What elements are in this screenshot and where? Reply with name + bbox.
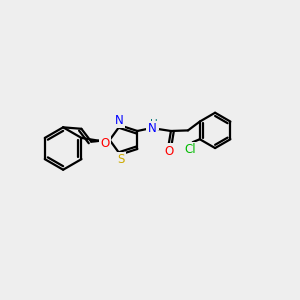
Text: N: N <box>147 122 156 135</box>
Text: Cl: Cl <box>184 143 196 156</box>
Text: O: O <box>164 145 174 158</box>
Text: H: H <box>150 118 158 129</box>
Text: O: O <box>100 137 110 150</box>
Text: N: N <box>115 114 124 127</box>
Text: S: S <box>117 153 124 167</box>
